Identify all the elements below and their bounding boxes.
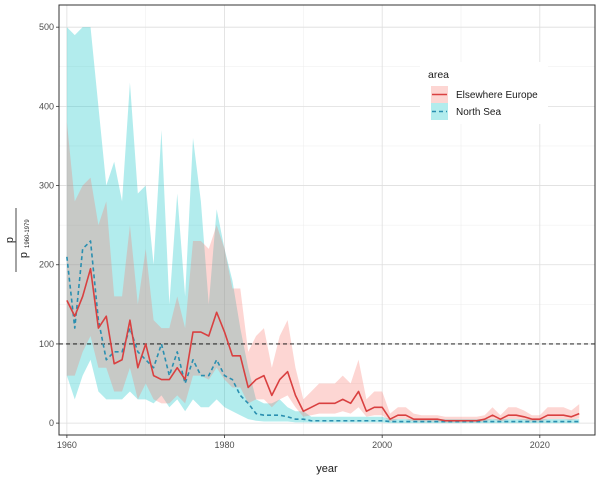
legend-label-elsewhere-europe: Elsewhere Europe	[456, 90, 538, 101]
series-lines	[66, 240, 580, 423]
x-axis-title: year	[316, 463, 338, 475]
x-axis: 1960 1980 2000 2020	[57, 435, 550, 450]
legend: area Elsewhere Europe North Sea	[420, 62, 548, 124]
y-tick-label: 100	[39, 339, 54, 349]
x-tick-label: 2020	[530, 440, 550, 450]
y-axis-denominator: p	[18, 252, 30, 258]
series-line-elsewhere-europe	[66, 267, 580, 422]
legend-background	[420, 62, 548, 124]
x-tick-label: 1960	[57, 440, 77, 450]
x-tick-label: 2000	[372, 440, 392, 450]
x-tick-label: 1980	[215, 440, 235, 450]
y-axis-title: p p 1960-1979	[4, 208, 31, 272]
band-north-sea	[66, 27, 580, 424]
series-line-north-sea	[66, 240, 580, 423]
legend-label-north-sea: North Sea	[456, 107, 501, 118]
y-axis: 0 100 200 300 400 500	[39, 22, 59, 428]
y-tick-label: 400	[39, 101, 54, 111]
confidence-bands	[66, 27, 580, 424]
y-tick-label: 300	[39, 181, 54, 191]
plot-border	[58, 4, 596, 436]
y-axis-denominator-subscript: 1960-1979	[25, 219, 31, 248]
band-elsewhere-europe	[66, 122, 580, 423]
y-tick-label: 200	[39, 260, 54, 270]
y-tick-label: 500	[39, 22, 54, 32]
y-tick-label: 0	[49, 418, 54, 428]
y-axis-numerator: p	[4, 237, 16, 243]
legend-title: area	[428, 69, 449, 81]
